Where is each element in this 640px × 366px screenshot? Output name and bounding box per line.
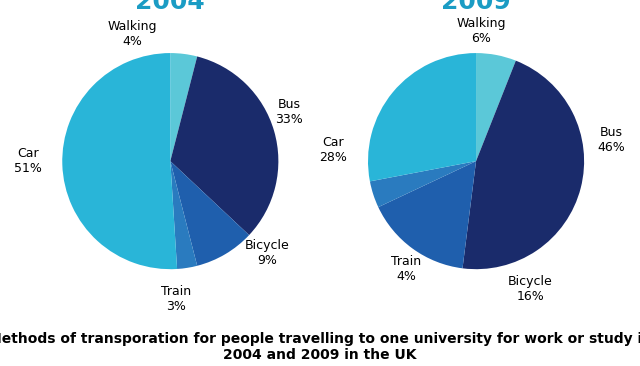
Text: Walking
4%: Walking 4% (108, 20, 157, 48)
Title: 2009: 2009 (441, 0, 511, 14)
Text: Car
28%: Car 28% (319, 136, 348, 164)
Wedge shape (170, 56, 278, 235)
Text: Bicycle
9%: Bicycle 9% (245, 239, 290, 267)
Title: 2004: 2004 (136, 0, 205, 14)
Wedge shape (170, 161, 197, 269)
Text: Car
51%: Car 51% (13, 147, 42, 175)
Text: Bus
46%: Bus 46% (597, 126, 625, 153)
Wedge shape (476, 53, 516, 161)
Wedge shape (463, 61, 584, 269)
Text: Bicycle
16%: Bicycle 16% (508, 274, 552, 303)
Text: Train
4%: Train 4% (391, 255, 421, 283)
Wedge shape (62, 53, 177, 269)
Wedge shape (368, 53, 476, 182)
Wedge shape (370, 161, 476, 207)
Wedge shape (170, 161, 249, 266)
Wedge shape (378, 161, 476, 268)
Wedge shape (170, 53, 197, 161)
Text: Methods of transporation for people travelling to one university for work or stu: Methods of transporation for people trav… (0, 332, 640, 362)
Text: Bus
33%: Bus 33% (275, 98, 303, 127)
Text: Walking
6%: Walking 6% (457, 18, 506, 45)
Text: Train
3%: Train 3% (161, 285, 191, 313)
